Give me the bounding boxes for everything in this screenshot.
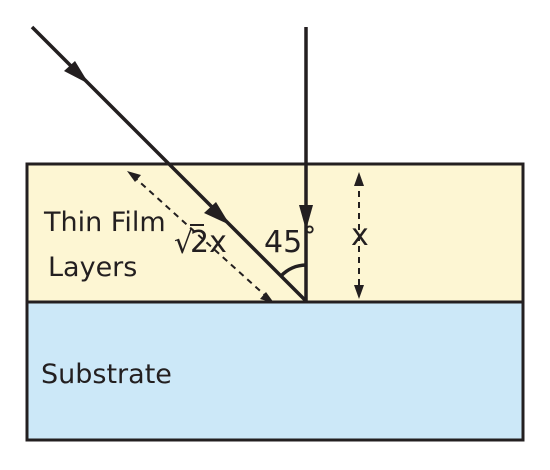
substrate-layer: [25, 300, 525, 442]
diagonal-value-label: 2x: [190, 225, 227, 260]
diagonal-dimension-arrow-bottom-icon: [260, 292, 274, 303]
incident-ray-arrow-lower-icon: [204, 202, 230, 225]
substrate-label: Substrate: [41, 359, 172, 390]
thin-film-label-line1: Thin Film: [43, 207, 166, 238]
diagonal-sqrt-symbol: √: [174, 226, 194, 261]
angle-arc: [279, 263, 307, 278]
diagonal-dimension-line: [132, 175, 269, 299]
thin-film-label-line2: Layers: [48, 252, 137, 283]
vertical-ray-arrow-icon: [299, 205, 313, 230]
thickness-dimension-arrow-top-icon: [354, 172, 364, 186]
diagonal-dimension-arrow-top-icon: [127, 171, 141, 182]
incident-ray-arrow-upper-icon: [64, 61, 89, 84]
thickness-dimension-arrow-bottom-icon: [354, 285, 364, 299]
angle-label: 45˚: [264, 225, 317, 260]
thin-film-layer: [25, 162, 525, 304]
thickness-label: x: [351, 218, 369, 253]
